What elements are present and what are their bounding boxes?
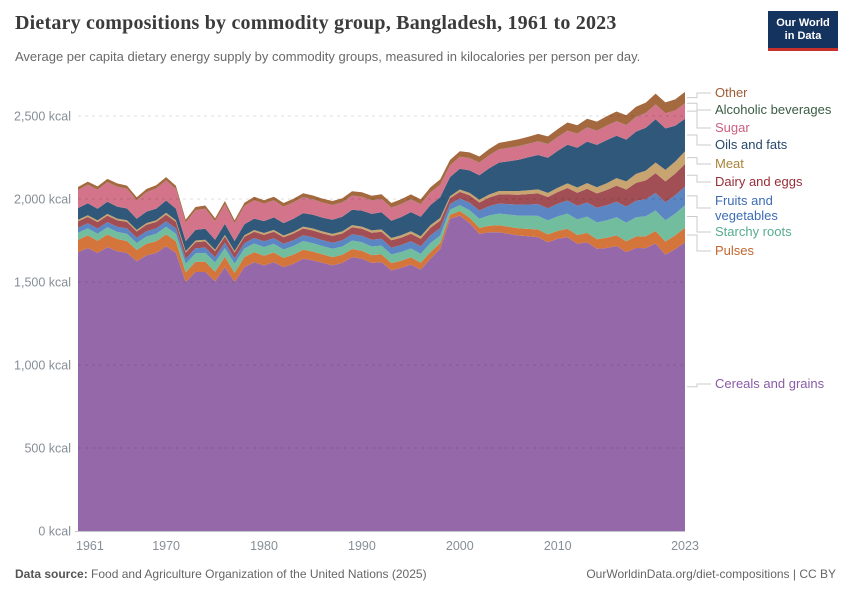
area-oils-and-fats[interactable] bbox=[78, 118, 685, 252]
x-tick-label: 1990 bbox=[348, 539, 376, 553]
area-cereals-and-grains[interactable] bbox=[78, 215, 685, 531]
x-tick-label: 2010 bbox=[544, 539, 572, 553]
credit-link[interactable]: OurWorldinData.org/diet-compositions | C… bbox=[586, 567, 836, 581]
legend-item-fruits-and-vegetables[interactable]: Fruits and vegetables bbox=[715, 193, 778, 223]
legend-item-dairy-and-eggs[interactable]: Dairy and eggs bbox=[715, 174, 803, 189]
area-starchy-roots[interactable] bbox=[78, 205, 685, 273]
areas bbox=[78, 91, 685, 531]
y-tick-label: 500 kcal bbox=[24, 442, 71, 456]
y-tick-label: 1,500 kcal bbox=[14, 276, 71, 290]
area-other[interactable] bbox=[78, 91, 685, 224]
y-tick-label: 2,500 kcal bbox=[14, 110, 71, 124]
legend-item-cereals-and-grains[interactable]: Cereals and grains bbox=[715, 376, 825, 391]
data-source-note: Data source: Food and Agriculture Organi… bbox=[15, 567, 427, 581]
legend-item-other[interactable]: Other bbox=[715, 85, 748, 100]
x-tick-label: 1980 bbox=[250, 539, 278, 553]
legend-item-alcoholic-beverages[interactable]: Alcoholic beverages bbox=[715, 102, 832, 117]
x-tick-label: 1961 bbox=[76, 539, 104, 553]
legend-item-oils-and-fats[interactable]: Oils and fats bbox=[715, 137, 788, 152]
y-tick-label: 0 kcal bbox=[38, 525, 71, 539]
chart-subtitle: Average per capita dietary energy supply… bbox=[15, 49, 641, 64]
legend-item-meat[interactable]: Meat bbox=[715, 156, 744, 171]
x-axis-labels: 1961 1970 1980 1990 2000 2010 2023 bbox=[76, 539, 699, 553]
y-axis-labels: 0 kcal 500 kcal 1,000 kcal 1,500 kcal 2,000 … bbox=[14, 110, 71, 539]
legend-item-sugar[interactable]: Sugar bbox=[715, 120, 750, 135]
legend-item-pulses[interactable]: Pulses bbox=[715, 243, 755, 258]
gridlines bbox=[75, 115, 685, 532]
stacked-area-chart[interactable]: 0 kcal 500 kcal 1,000 kcal 1,500 kcal 2,000 … bbox=[0, 80, 850, 560]
legend-leader-lines bbox=[687, 92, 711, 388]
y-tick-label: 2,000 kcal bbox=[14, 193, 71, 207]
owid-logo-line2: in Data bbox=[784, 30, 822, 42]
x-tick-label: 2000 bbox=[446, 539, 474, 553]
owid-logo-line1: Our World bbox=[776, 17, 830, 29]
y-tick-label: 1,000 kcal bbox=[14, 359, 71, 373]
owid-logo[interactable]: Our World in Data bbox=[768, 11, 838, 51]
legend-item-starchy-roots[interactable]: Starchy roots bbox=[715, 224, 792, 239]
data-source-text: Food and Agriculture Organization of the… bbox=[87, 567, 427, 581]
x-tick-label: 1970 bbox=[152, 539, 180, 553]
x-tick-label: 2023 bbox=[671, 539, 699, 553]
data-source-label: Data source: bbox=[15, 567, 88, 581]
page-title: Dietary compositions by commodity group,… bbox=[15, 12, 617, 34]
area-fruits-and-vegetables[interactable] bbox=[78, 186, 685, 264]
